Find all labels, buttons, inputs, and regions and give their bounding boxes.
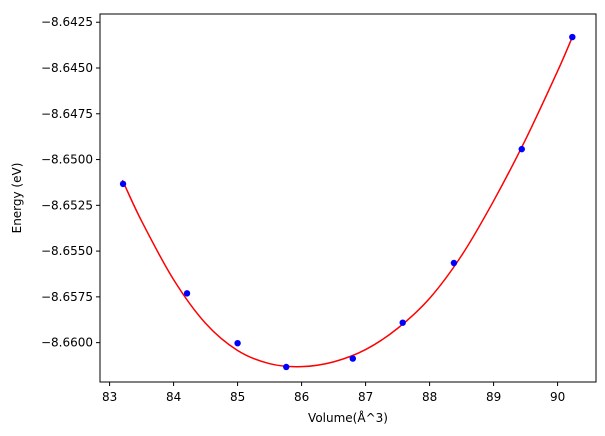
data-point [234,339,241,347]
plot-area-frame [99,13,597,383]
data-point [349,355,356,362]
y-axis-label: Energy (eV) [10,163,24,234]
y-axis-ticks: −8.6600 −8.6575 −8.6550 −8.6525 −8.6500 −8.64… [41,15,100,350]
x-tick-label: 90 [550,390,565,404]
y-tick-label: −8.6550 [41,244,93,258]
x-tick-label: 85 [230,390,245,404]
x-axis-label: Volume(Å^3) [308,410,388,425]
data-point [518,145,525,153]
fit-curve-layer [121,36,574,368]
y-tick-label: −8.6450 [41,61,93,75]
data-point [283,363,290,371]
y-tick-label: −8.6475 [41,107,93,121]
x-tick-label: 88 [422,390,437,404]
y-tick-label: −8.6425 [41,15,93,29]
data-point [569,33,576,41]
x-tick-label: 86 [294,390,309,404]
data-points-layer [119,33,576,371]
data-point [119,180,127,188]
x-tick-label: 84 [166,390,181,404]
x-tick-label: 83 [102,390,117,404]
x-tick-label: 87 [358,390,373,404]
fit-curve-line [121,36,574,368]
x-axis-ticks: 83 84 85 86 87 88 89 90 [102,382,565,404]
y-tick-label: −8.6500 [41,153,93,167]
data-point [399,319,406,326]
y-tick-label: −8.6575 [41,290,93,304]
y-tick-label: −8.6525 [41,198,93,212]
y-tick-label: −8.6600 [41,336,93,350]
data-point [450,259,458,267]
data-point [183,290,191,297]
x-tick-label: 89 [486,390,501,404]
